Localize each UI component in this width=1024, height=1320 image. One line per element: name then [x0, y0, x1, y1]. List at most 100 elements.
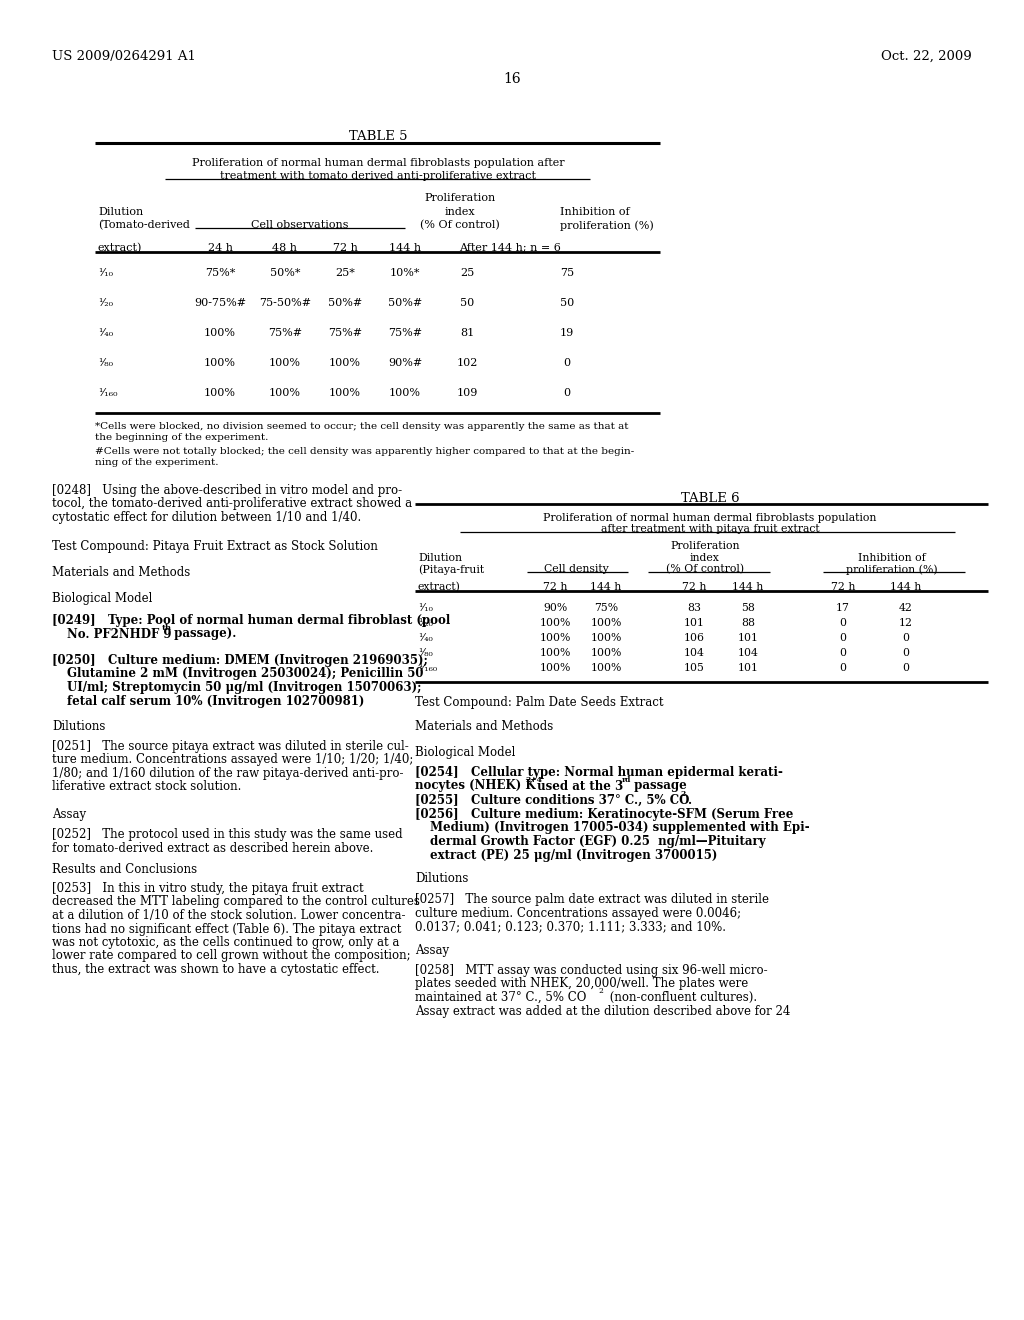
Text: Assay: Assay	[415, 944, 450, 957]
Text: Proliferation: Proliferation	[424, 193, 496, 203]
Text: No. PF2NHDF 9: No. PF2NHDF 9	[67, 627, 171, 640]
Text: ¹⁄₁₆₀: ¹⁄₁₆₀	[98, 388, 118, 399]
Text: 10%*: 10%*	[390, 268, 420, 279]
Text: Biological Model: Biological Model	[415, 746, 515, 759]
Text: 100%: 100%	[540, 634, 570, 643]
Text: TABLE 6: TABLE 6	[681, 492, 739, 506]
Text: 109: 109	[457, 388, 477, 399]
Text: 2: 2	[598, 987, 603, 995]
Text: ¹⁄₁₀: ¹⁄₁₀	[418, 603, 433, 612]
Text: Dilution: Dilution	[418, 553, 462, 564]
Text: [0250]   Culture medium: DMEM (Invitrogen 21969035);: [0250] Culture medium: DMEM (Invitrogen …	[52, 653, 428, 667]
Text: 50: 50	[560, 298, 574, 308]
Text: decreased the MTT labeling compared to the control cultures: decreased the MTT labeling compared to t…	[52, 895, 420, 908]
Text: 48 h: 48 h	[272, 243, 298, 253]
Text: Assay extract was added at the dilution described above for 24: Assay extract was added at the dilution …	[415, 1005, 791, 1018]
Text: 100%: 100%	[540, 648, 570, 657]
Text: After 144 h; n = 6: After 144 h; n = 6	[459, 243, 561, 253]
Text: #Cells were not totally blocked; the cell density was apparently higher compared: #Cells were not totally blocked; the cel…	[95, 447, 634, 455]
Text: ¹⁄₄₀: ¹⁄₄₀	[98, 327, 113, 338]
Text: Materials and Methods: Materials and Methods	[52, 566, 190, 579]
Text: [0258]   MTT assay was conducted using six 96-well micro-: [0258] MTT assay was conducted using six…	[415, 964, 768, 977]
Text: 100%: 100%	[590, 663, 622, 673]
Text: 101: 101	[737, 634, 759, 643]
Text: 2+4: 2+4	[525, 776, 542, 784]
Text: 100%: 100%	[590, 634, 622, 643]
Text: tions had no significant effect (Table 6). The pitaya extract: tions had no significant effect (Table 6…	[52, 923, 401, 936]
Text: maintained at 37° C., 5% CO: maintained at 37° C., 5% CO	[415, 991, 587, 1005]
Text: 17: 17	[836, 603, 850, 612]
Text: 72 h: 72 h	[333, 243, 357, 253]
Text: [0249]   Type: Pool of normal human dermal fibroblast (pool: [0249] Type: Pool of normal human dermal…	[52, 614, 451, 627]
Text: 75%*: 75%*	[205, 268, 236, 279]
Text: tocol, the tomato-derived anti-proliferative extract showed a: tocol, the tomato-derived anti-prolifera…	[52, 498, 412, 511]
Text: 50%*: 50%*	[269, 268, 300, 279]
Text: [0251]   The source pitaya extract was diluted in sterile cul-: [0251] The source pitaya extract was dil…	[52, 741, 409, 752]
Text: 75: 75	[560, 268, 574, 279]
Text: fetal calf serum 10% (Invitrogen 102700981): fetal calf serum 10% (Invitrogen 1027009…	[67, 694, 365, 708]
Text: 100%: 100%	[204, 327, 236, 338]
Text: Glutamine 2 mM (Invitrogen 25030024); Penicillin 50: Glutamine 2 mM (Invitrogen 25030024); Pe…	[67, 668, 424, 681]
Text: 2: 2	[680, 789, 685, 799]
Text: 100%: 100%	[329, 388, 361, 399]
Text: 1/80; and 1/160 dilution of the raw pitaya-derived anti-pro-: 1/80; and 1/160 dilution of the raw pita…	[52, 767, 403, 780]
Text: 72 h: 72 h	[543, 582, 567, 591]
Text: Cell density: Cell density	[544, 564, 608, 574]
Text: thus, the extract was shown to have a cytostatic effect.: thus, the extract was shown to have a cy…	[52, 964, 380, 975]
Text: nocytes (NHEK) K: nocytes (NHEK) K	[415, 780, 536, 792]
Text: Proliferation: Proliferation	[671, 541, 739, 550]
Text: 0: 0	[840, 618, 847, 628]
Text: 144 h: 144 h	[591, 582, 622, 591]
Text: 19: 19	[560, 327, 574, 338]
Text: proliferation (%): proliferation (%)	[846, 564, 938, 574]
Text: 24 h: 24 h	[208, 243, 232, 253]
Text: culture medium. Concentrations assayed were 0.0046;: culture medium. Concentrations assayed w…	[415, 907, 741, 920]
Text: 75-50%#: 75-50%#	[259, 298, 311, 308]
Text: Dilution: Dilution	[98, 207, 143, 216]
Text: .: .	[688, 795, 692, 807]
Text: ¹⁄₄₀: ¹⁄₄₀	[418, 634, 433, 643]
Text: 90-75%#: 90-75%#	[194, 298, 246, 308]
Text: 0: 0	[840, 634, 847, 643]
Text: (% Of control): (% Of control)	[666, 564, 744, 574]
Text: index: index	[690, 553, 720, 564]
Text: extract): extract)	[98, 243, 142, 253]
Text: 42: 42	[899, 603, 913, 612]
Text: Test Compound: Palm Date Seeds Extract: Test Compound: Palm Date Seeds Extract	[415, 696, 664, 709]
Text: 100%: 100%	[269, 388, 301, 399]
Text: ture medium. Concentrations assayed were 1/10; 1/20; 1/40;: ture medium. Concentrations assayed were…	[52, 754, 414, 767]
Text: passage).: passage).	[170, 627, 237, 640]
Text: [0252]   The protocol used in this study was the same used: [0252] The protocol used in this study w…	[52, 828, 402, 841]
Text: 12: 12	[899, 618, 913, 628]
Text: 105: 105	[684, 663, 705, 673]
Text: [0253]   In this in vitro study, the pitaya fruit extract: [0253] In this in vitro study, the pitay…	[52, 882, 364, 895]
Text: 83: 83	[687, 603, 701, 612]
Text: 100%: 100%	[329, 358, 361, 368]
Text: Materials and Methods: Materials and Methods	[415, 719, 553, 733]
Text: [0248]   Using the above-described in vitro model and pro-: [0248] Using the above-described in vitr…	[52, 484, 402, 498]
Text: Inhibition of: Inhibition of	[560, 207, 630, 216]
Text: 75%#: 75%#	[268, 327, 302, 338]
Text: 100%: 100%	[204, 358, 236, 368]
Text: 75%#: 75%#	[328, 327, 362, 338]
Text: 101: 101	[737, 663, 759, 673]
Text: ¹⁄₂₀: ¹⁄₂₀	[98, 298, 113, 308]
Text: dermal Growth Factor (EGF) 0.25  ng/ml—Pituitary: dermal Growth Factor (EGF) 0.25 ng/ml—Pi…	[430, 836, 766, 847]
Text: [0256]   Culture medium: Keratinocyte-SFM (Serum Free: [0256] Culture medium: Keratinocyte-SFM …	[415, 808, 794, 821]
Text: [0255]   Culture conditions 37° C., 5% CO: [0255] Culture conditions 37° C., 5% CO	[415, 795, 689, 807]
Text: Cell observations: Cell observations	[251, 220, 349, 230]
Text: 102: 102	[457, 358, 477, 368]
Text: Proliferation of normal human dermal fibroblasts population: Proliferation of normal human dermal fib…	[544, 513, 877, 523]
Text: 104: 104	[684, 648, 705, 657]
Text: [0257]   The source palm date extract was diluted in sterile: [0257] The source palm date extract was …	[415, 894, 769, 906]
Text: 25: 25	[460, 268, 474, 279]
Text: extract (PE) 25 μg/ml (Invitrogen 3700015): extract (PE) 25 μg/ml (Invitrogen 370001…	[430, 849, 718, 862]
Text: the beginning of the experiment.: the beginning of the experiment.	[95, 433, 268, 442]
Text: US 2009/0264291 A1: US 2009/0264291 A1	[52, 50, 196, 63]
Text: 90%#: 90%#	[388, 358, 422, 368]
Text: 101: 101	[683, 618, 705, 628]
Text: Test Compound: Pitaya Fruit Extract as Stock Solution: Test Compound: Pitaya Fruit Extract as S…	[52, 540, 378, 553]
Text: 106: 106	[683, 634, 705, 643]
Text: index: index	[444, 207, 475, 216]
Text: 144 h: 144 h	[389, 243, 421, 253]
